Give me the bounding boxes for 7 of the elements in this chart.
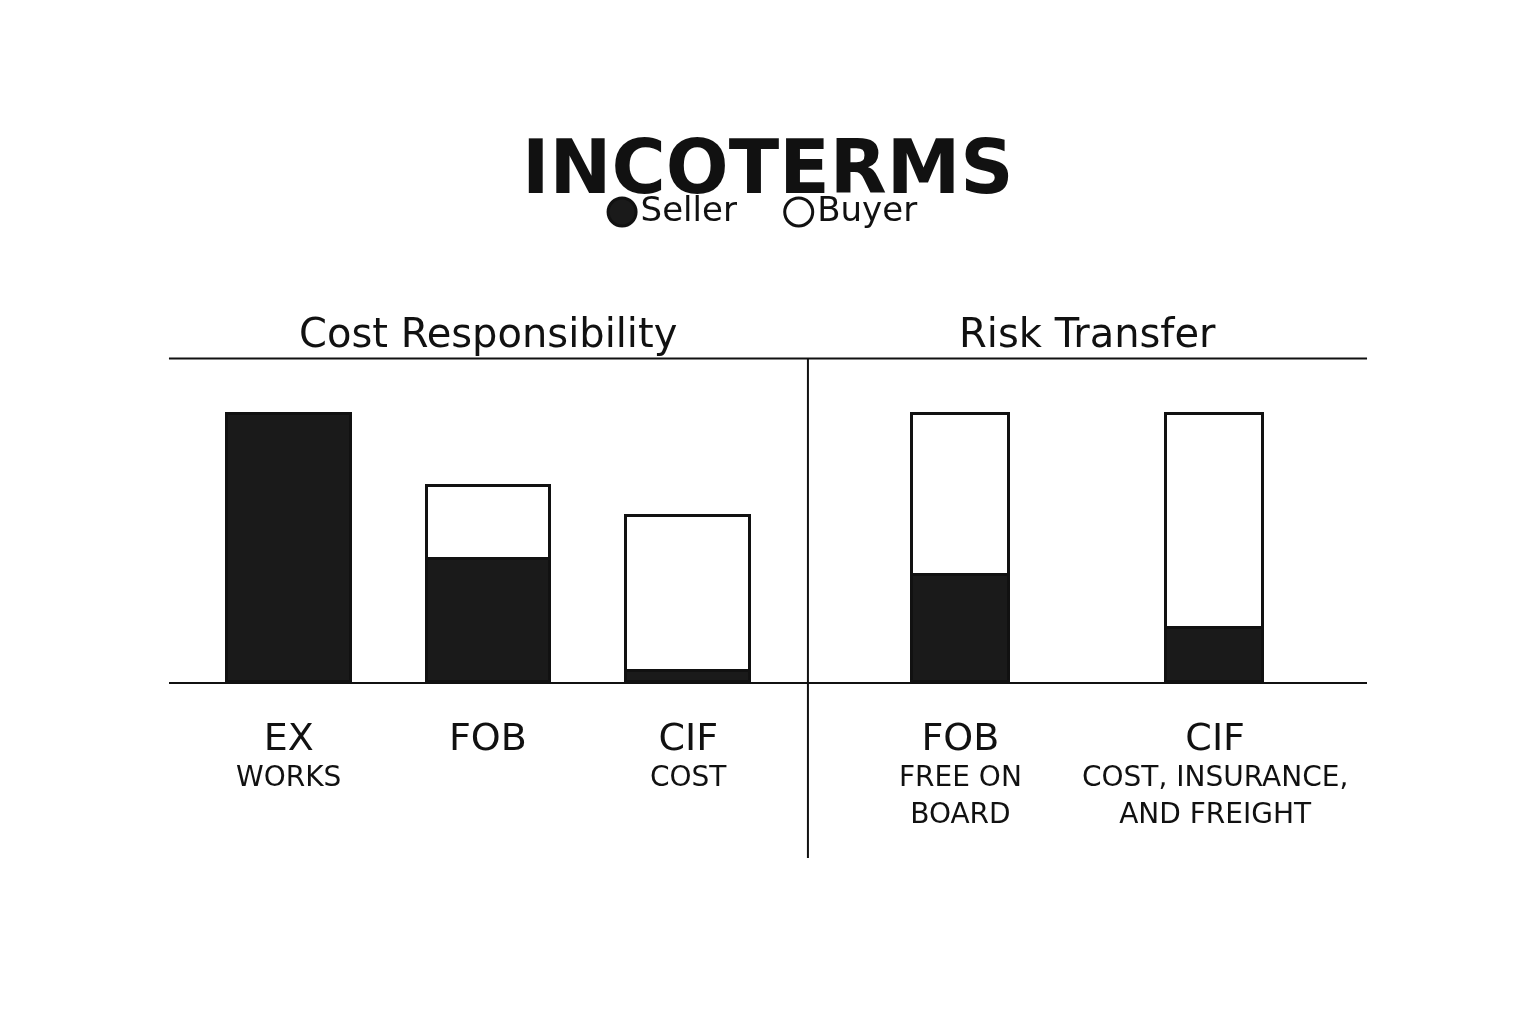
x-tick-label: CIF COST	[650, 715, 728, 794]
x-tick-label: CIF COST, INSURANCE, AND FREIGHT	[1082, 715, 1349, 830]
x-tick-label: FOB FREE ON BOARD	[899, 715, 1022, 830]
x-tick-label: FOB	[449, 715, 527, 759]
x-tick-label: EX WORKS	[236, 715, 342, 794]
chart-subtitle: Risk Transfer	[959, 310, 1217, 356]
chart-subtitle: Cost Responsibility	[299, 310, 678, 356]
